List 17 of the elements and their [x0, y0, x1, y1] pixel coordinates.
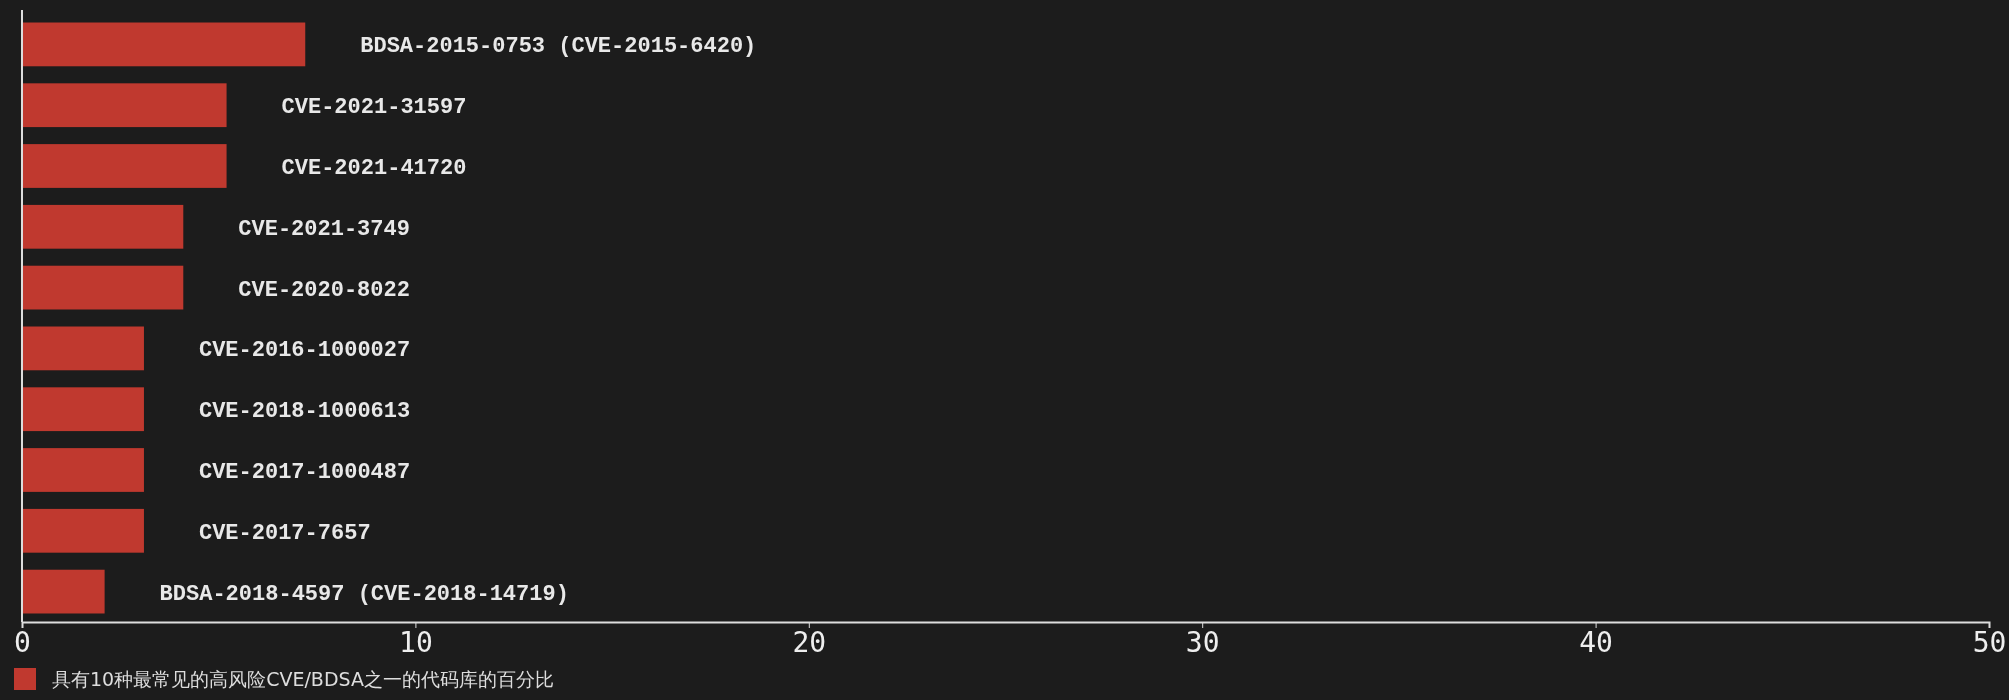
y-tick-label: CVE-2021-3749 [238, 216, 410, 242]
y-tick-label: CVE-2018-1000613 [198, 399, 411, 425]
x-tick-label: 30 [1185, 625, 1220, 659]
y-tick-label: CVE-2021-41720 [281, 156, 467, 181]
y-tick-label: CVE-2017-1000487 [198, 460, 411, 485]
legend-label: 具有10种最常见的高风险CVE/BDSA之一的代码库的百分比 [52, 668, 554, 690]
x-tick-label: 40 [1579, 625, 1613, 659]
y-tick-label: BDSA-2018-4597 (CVE-2018-14719) [159, 581, 569, 607]
x-tick-label: 0 [14, 625, 31, 659]
y-tick-label: CVE-2016-1000027 [198, 338, 411, 364]
y-tick-label: CVE-2020-8022 [238, 277, 410, 303]
y-tick-label: CVE-2021-31597 [281, 95, 467, 121]
x-tick-label: 10 [399, 625, 433, 659]
y-tick-label: BDSA-2015-0753 (CVE-2015-6420) [360, 34, 757, 60]
x-tick-label: 50 [1972, 625, 2007, 659]
y-tick-label: CVE-2017-7657 [198, 520, 371, 546]
x-tick-label: 20 [792, 625, 827, 659]
